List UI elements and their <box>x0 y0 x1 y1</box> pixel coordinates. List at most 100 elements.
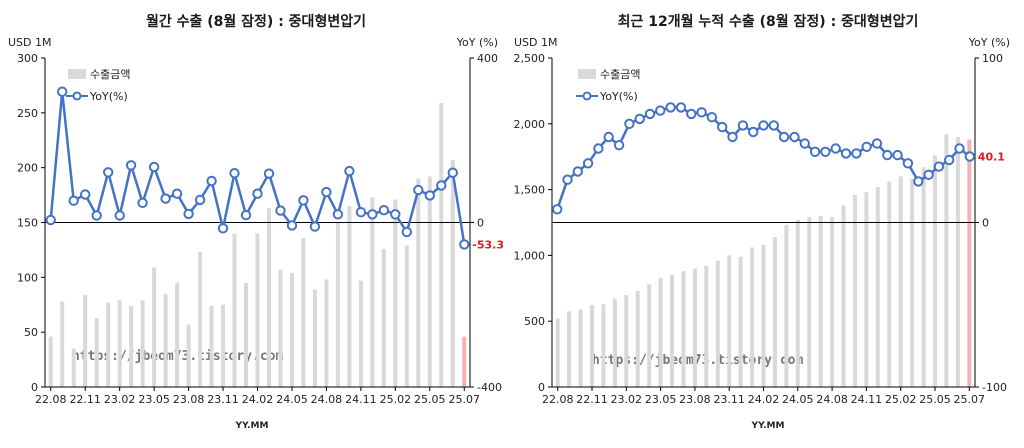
left-tick-label: 250 <box>17 107 38 120</box>
x-tick-label: 25.05 <box>414 393 446 406</box>
yoy-last-value-label: 40.1 <box>978 151 1005 164</box>
yoy-line <box>49 90 466 245</box>
bar <box>427 176 432 387</box>
yoy-point <box>332 209 344 220</box>
x-tick-label: 24.08 <box>311 393 343 406</box>
bar <box>140 300 145 387</box>
bar <box>818 215 823 387</box>
right-axis-unit: YoY (%) <box>456 36 498 49</box>
bar <box>692 268 697 387</box>
right-tick-label: 0 <box>477 217 484 230</box>
right-tick-label: 100 <box>982 52 1003 65</box>
bar <box>163 293 168 387</box>
bar <box>635 290 640 387</box>
yoy-point <box>933 161 945 172</box>
legend-line-marker <box>582 91 592 101</box>
x-tick-label: 22.11 <box>576 393 608 406</box>
x-tick-label: 25.02 <box>885 393 917 406</box>
bar <box>278 269 283 387</box>
bar <box>647 284 652 387</box>
bar <box>209 305 214 387</box>
yoy-point <box>183 208 194 220</box>
bar <box>404 245 409 387</box>
yoy-point <box>401 226 412 238</box>
left-axis-unit: USD 1M <box>8 36 52 49</box>
x-tick-label: 24.11 <box>345 393 377 406</box>
yoy-point <box>413 184 424 196</box>
bar <box>578 309 583 387</box>
bar <box>761 244 766 387</box>
bar <box>335 222 340 387</box>
bar <box>175 282 180 387</box>
yoy-point <box>892 149 903 161</box>
bar <box>94 317 99 387</box>
yoy-point <box>830 143 841 154</box>
x-tick-label: 23.05 <box>138 393 170 406</box>
bar <box>60 301 65 387</box>
right-tick-label: -100 <box>982 381 1007 394</box>
yoy-point <box>593 143 604 154</box>
bar <box>830 217 835 387</box>
legend-line-label: YoY(%) <box>89 90 128 103</box>
bar <box>462 336 467 387</box>
yoy-point <box>727 131 738 143</box>
bar <box>921 167 926 387</box>
yoy-point <box>378 205 390 216</box>
yoy-point <box>229 168 240 179</box>
x-tick-label: 24.11 <box>851 393 883 406</box>
bar <box>244 282 248 387</box>
yoy-point <box>748 126 759 138</box>
bar <box>658 277 663 387</box>
yoy-point <box>286 220 298 231</box>
yoy-point <box>436 180 447 191</box>
bar <box>186 324 191 387</box>
yoy-point <box>57 86 68 97</box>
yoy-point <box>923 169 934 181</box>
yoy-point <box>582 158 594 169</box>
yoy-point <box>665 102 676 113</box>
bar <box>887 181 892 387</box>
x-axis-label: YY.MM <box>751 421 785 431</box>
bar <box>955 137 960 387</box>
yoy-point <box>367 209 378 220</box>
bar <box>255 233 260 387</box>
bar <box>347 206 352 387</box>
yoy-point <box>103 167 114 178</box>
yoy-point <box>572 166 584 177</box>
yoy-point <box>737 120 749 131</box>
yoy-point <box>194 194 206 206</box>
left-tick-label: 0 <box>31 381 38 394</box>
x-tick-label: 24.08 <box>816 393 848 406</box>
yoy-point <box>552 204 563 215</box>
yoy-point <box>882 149 893 161</box>
x-tick-label: 22.08 <box>35 393 67 406</box>
bar <box>370 197 375 387</box>
bar <box>944 134 949 387</box>
bar <box>117 300 122 387</box>
x-tick-label: 24.02 <box>748 393 780 406</box>
legend-bar-swatch <box>578 69 596 79</box>
bar <box>83 294 88 387</box>
x-tick-label: 22.08 <box>542 393 574 406</box>
bar <box>221 304 225 388</box>
yoy-point <box>789 131 800 143</box>
bar <box>567 311 572 387</box>
legend-line-marker <box>72 91 82 101</box>
left-tick-label: 0 <box>538 381 545 394</box>
left-tick-label: 2,500 <box>514 52 546 65</box>
x-tick-label: 22.11 <box>69 393 101 406</box>
left-tick-label: 100 <box>17 271 38 284</box>
x-tick-label: 23.02 <box>104 393 136 406</box>
bar <box>784 225 789 387</box>
yoy-point <box>696 107 707 118</box>
yoy-point <box>424 190 435 201</box>
yoy-point <box>644 108 656 120</box>
yoy-point <box>355 207 367 218</box>
bar <box>670 275 674 387</box>
bar <box>358 280 363 387</box>
bar <box>807 217 812 387</box>
yoy-point <box>309 221 321 232</box>
left-tick-label: 500 <box>524 315 545 328</box>
left-tick-label: 1,000 <box>514 249 546 262</box>
